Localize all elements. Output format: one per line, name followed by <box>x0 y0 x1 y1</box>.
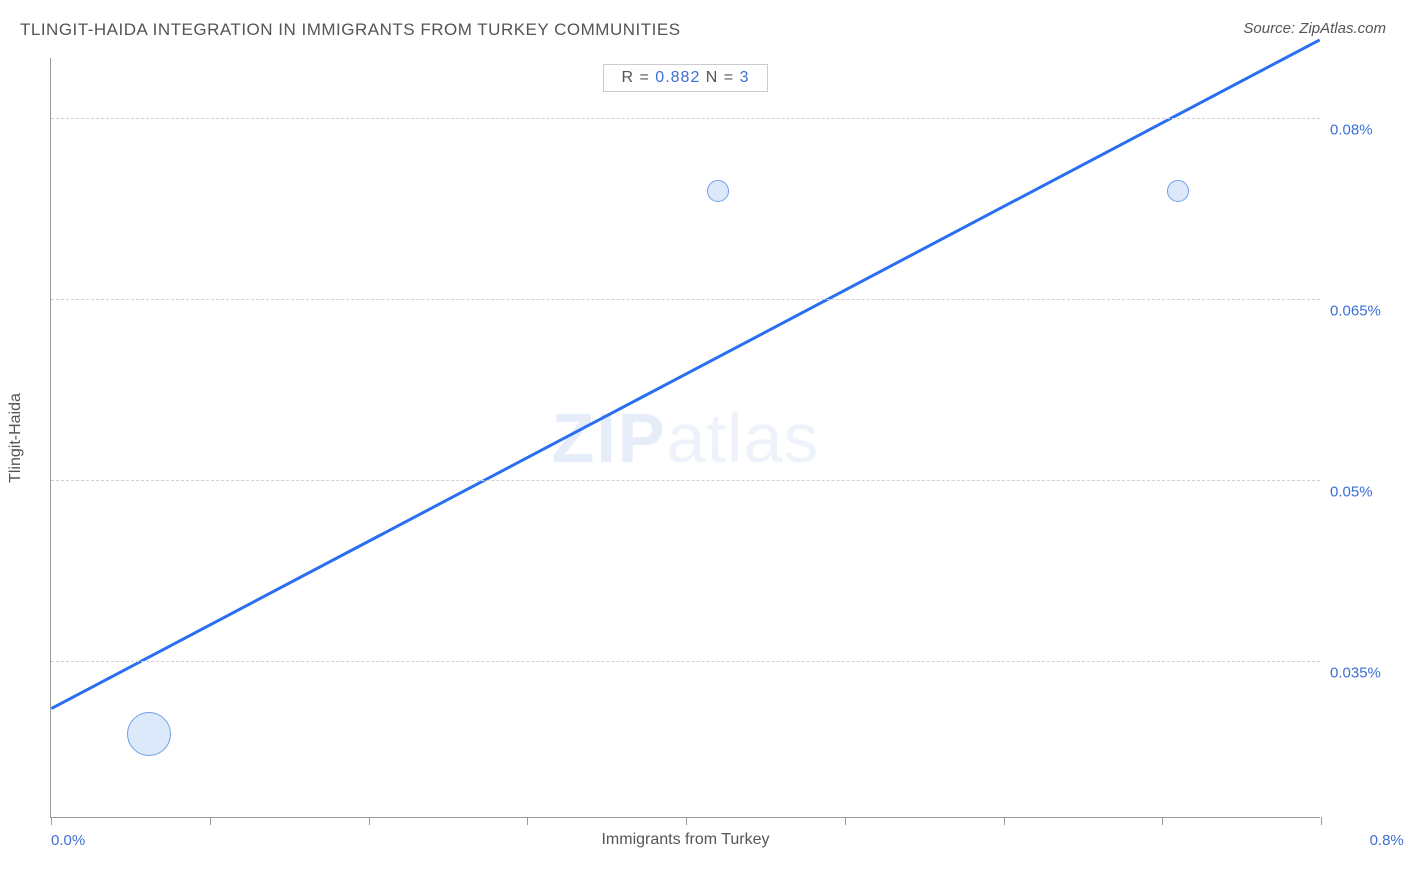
x-tick <box>1321 817 1322 825</box>
trend-line-layer <box>51 58 1320 817</box>
y-tick-label: 0.035% <box>1330 665 1400 682</box>
source-prefix: Source: <box>1243 20 1299 37</box>
gridline <box>51 118 1320 119</box>
r-label: R = <box>622 69 656 86</box>
x-tick <box>1162 817 1163 825</box>
x-tick <box>845 817 846 825</box>
x-tick <box>527 817 528 825</box>
x-axis-title: Immigrants from Turkey <box>601 831 769 849</box>
y-tick-label: 0.065% <box>1330 303 1400 320</box>
data-point[interactable] <box>1167 180 1189 202</box>
data-point[interactable] <box>127 712 171 756</box>
scatter-chart: ZIPatlas Tlingit-Haida Immigrants from T… <box>50 58 1320 818</box>
x-tick <box>51 817 52 825</box>
x-tick <box>369 817 370 825</box>
n-label: N = <box>700 69 739 86</box>
gridline <box>51 299 1320 300</box>
x-tick <box>686 817 687 825</box>
stats-box: R = 0.882 N = 3 <box>603 64 769 92</box>
source-attribution: Source: ZipAtlas.com <box>1243 20 1386 37</box>
trend-line <box>51 40 1319 709</box>
source-name: ZipAtlas.com <box>1299 20 1386 37</box>
gridline <box>51 480 1320 481</box>
y-axis-title: Tlingit-Haida <box>7 393 25 483</box>
chart-title: TLINGIT-HAIDA INTEGRATION IN IMMIGRANTS … <box>20 20 681 39</box>
x-tick <box>1004 817 1005 825</box>
y-tick-label: 0.05% <box>1330 484 1400 501</box>
y-tick-label: 0.08% <box>1330 122 1400 139</box>
gridline <box>51 661 1320 662</box>
n-value: 3 <box>740 69 750 86</box>
x-max-label: 0.8% <box>1370 832 1404 849</box>
r-value: 0.882 <box>655 69 700 86</box>
data-point[interactable] <box>707 180 729 202</box>
x-min-label: 0.0% <box>51 832 85 849</box>
x-tick <box>210 817 211 825</box>
